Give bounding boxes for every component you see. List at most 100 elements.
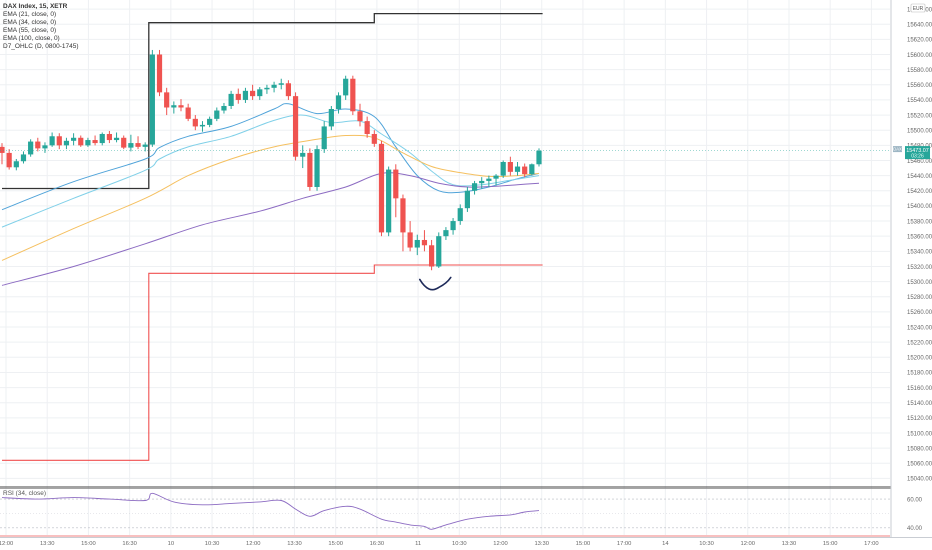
- ema-line-0: [1, 103, 540, 211]
- legend-d7-ohlc[interactable]: D7_OHLC (D, 0800-1745): [3, 43, 79, 51]
- chart-title: DAX Index, 15, XETR: [3, 3, 68, 10]
- legend-ema-34[interactable]: EMA (34, close, 0): [3, 19, 57, 27]
- symbol-badge-label: DAX: [893, 146, 902, 151]
- price-tick-label: 15600.00: [907, 53, 932, 59]
- candle-body: [457, 208, 463, 222]
- price-tick-label: 15180.00: [907, 371, 932, 377]
- symbol-badge: [893, 146, 902, 153]
- candle-body: [500, 162, 506, 176]
- candle-body: [343, 78, 349, 96]
- legend-ema-55[interactable]: EMA (55, close, 0): [3, 27, 57, 35]
- time-tick-label: 12:00: [493, 541, 508, 547]
- candle-body: [514, 166, 521, 172]
- candle-body: [271, 84, 277, 88]
- time-tick-label: 14: [662, 541, 669, 547]
- legend-ema-100[interactable]: EMA (100, close, 0): [3, 35, 60, 43]
- price-tick-label: 15060.00: [907, 462, 932, 468]
- candle-body: [207, 118, 213, 125]
- price-tick-label: 15640.00: [907, 23, 932, 29]
- price-tick-label: 15240.00: [907, 325, 932, 331]
- candle-body: [357, 111, 363, 122]
- candle-body: [78, 137, 84, 146]
- price-tick-label: 15040.00: [907, 477, 932, 483]
- grid: [0, 0, 891, 535]
- time-tick-label: 15:00: [328, 541, 343, 547]
- last-price-label: 15473.07: [906, 148, 928, 154]
- candle-body: [28, 141, 34, 155]
- time-tick-label: 16:30: [122, 541, 137, 547]
- rsi-legend[interactable]: RSI (34, close): [3, 490, 46, 497]
- candle-body: [99, 133, 105, 144]
- price-tick-label: 15260.00: [907, 310, 932, 316]
- candle-body: [386, 169, 392, 233]
- candle-body: [56, 136, 62, 146]
- candle-body: [0, 146, 5, 153]
- legend-ema-21[interactable]: EMA (21, close, 0): [3, 11, 57, 19]
- candle-body: [199, 124, 206, 127]
- time-tick-label: 10:30: [699, 541, 714, 547]
- price-tick-label: 15400.00: [907, 204, 932, 210]
- candle-body: [6, 152, 12, 168]
- time-axis[interactable]: 12:00 13:30 15:00 16:30 10 10:30 12:00 13:30 15:…: [0, 537, 932, 548]
- candle-body: [42, 145, 48, 149]
- rsi-tick-label: 40.00: [907, 526, 923, 532]
- candle-body: [164, 92, 170, 108]
- candle-body: [13, 161, 19, 168]
- candle-body: [429, 245, 435, 267]
- candle-body: [414, 239, 420, 248]
- time-tick-label: 13:30: [782, 541, 797, 547]
- d7-high-line: [2, 12, 543, 190]
- candle-body: [264, 87, 270, 90]
- ema-line-3: [1, 172, 540, 286]
- candle-body: [228, 93, 234, 106]
- ema-lines: [1, 103, 540, 286]
- candle-body: [63, 140, 70, 146]
- price-tick-label: 15540.00: [907, 98, 932, 104]
- price-tick-label: 15460.00: [907, 159, 932, 165]
- candle-body: [135, 143, 141, 147]
- time-tick-label: 15:00: [576, 541, 591, 547]
- price-tick-label: 15420.00: [907, 189, 932, 195]
- time-tick-label: 17:00: [864, 541, 879, 547]
- d7-low-line: [2, 264, 543, 461]
- candle-body: [257, 89, 263, 97]
- time-tick-label: 15:00: [81, 541, 96, 547]
- candle-body: [307, 152, 313, 187]
- time-tick-label: 12:00: [246, 541, 261, 547]
- price-tick-label: 15520.00: [907, 113, 932, 119]
- currency-badge: [910, 3, 926, 13]
- price-tick-label: 15120.00: [907, 416, 932, 422]
- price-tick-label: 15080.00: [907, 446, 932, 452]
- time-tick-label: 15:00: [823, 541, 838, 547]
- d7-ohlc-levels: [2, 12, 543, 461]
- candle-body: [421, 239, 428, 246]
- annotation-curve: [418, 276, 452, 291]
- candle-body: [71, 137, 77, 141]
- price-axis[interactable]: 15660.0015640.0015620.0015600.0015580.00…: [0, 0, 932, 538]
- last-price-badge: [905, 146, 930, 160]
- currency-badge-label: EUR: [913, 6, 924, 12]
- candle-body: [214, 110, 220, 119]
- candle-body: [529, 164, 535, 175]
- price-tick-label: 15220.00: [907, 340, 932, 346]
- time-tick-label: 16:30: [370, 541, 385, 547]
- candle-body: [328, 109, 334, 127]
- candle-body: [436, 236, 442, 267]
- time-tick-label: 11: [415, 541, 421, 547]
- candle-body: [350, 78, 356, 112]
- price-tick-label: 15500.00: [907, 129, 932, 135]
- candle-body: [486, 178, 492, 181]
- candle-body: [121, 137, 127, 148]
- candle-body: [92, 140, 98, 144]
- candle-body: [20, 154, 27, 162]
- time-tick-label: 12:00: [741, 541, 756, 547]
- rsi-tick-label: 60.00: [907, 497, 923, 503]
- candle-body: [171, 105, 177, 108]
- rsi-pane: 60.00 40.00: [0, 492, 923, 537]
- candle-body: [235, 93, 241, 100]
- candle-body: [192, 118, 198, 127]
- candle-body: [85, 140, 91, 146]
- candle-body: [314, 149, 320, 187]
- time-tick-label: 13:30: [40, 541, 55, 547]
- candle-body: [285, 83, 291, 97]
